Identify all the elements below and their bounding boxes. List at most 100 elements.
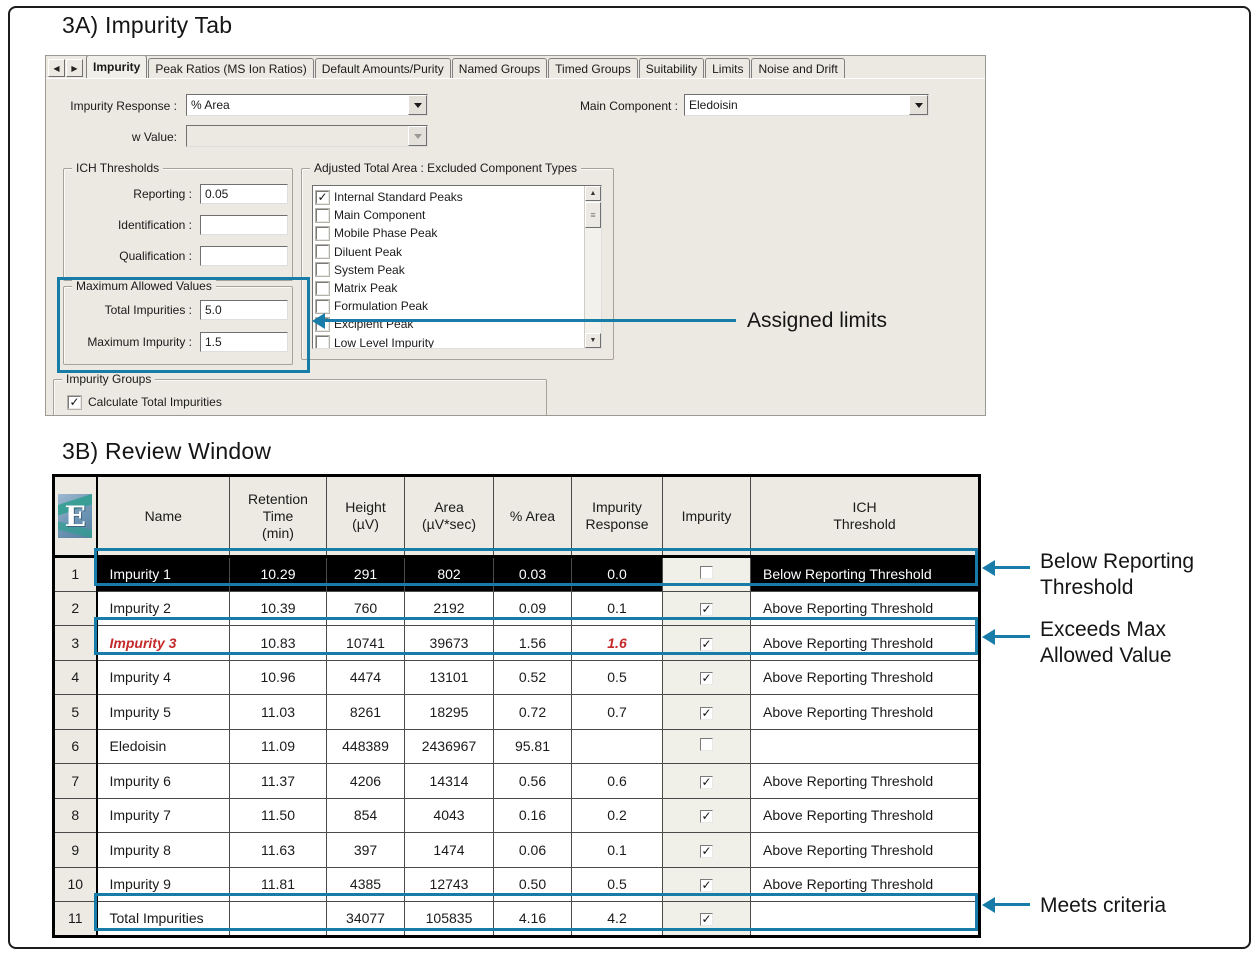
impurity-response-combo[interactable]: % Area <box>186 94 428 116</box>
ich-threshold-cell <box>750 728 980 764</box>
below-reporting-arrow-line <box>994 566 1030 569</box>
scroll-down-icon[interactable]: ▼ <box>585 333 601 348</box>
checkbox[interactable] <box>315 225 330 241</box>
retention-time-cell: 10.29 <box>229 556 327 592</box>
impurity-response-cell: 0.2 <box>571 797 663 833</box>
impurity-checkbox[interactable] <box>700 775 713 789</box>
row-number: 11 <box>53 901 98 937</box>
tab-scroll-left-button[interactable]: ◀ <box>48 59 65 77</box>
tab-named-groups[interactable]: Named Groups <box>451 58 548 78</box>
checkbox[interactable] <box>315 262 330 278</box>
ich-threshold-cell: Above Reporting Threshold <box>750 797 980 833</box>
total-impurities-field[interactable]: 5.0 <box>200 300 288 320</box>
table-row[interactable]: 11 Total Impurities 34077 105835 4.16 4.2 <box>53 901 980 937</box>
w-value-value <box>187 126 408 146</box>
list-item-matrix-peak[interactable]: Matrix Peak <box>315 279 584 297</box>
retention-time-cell: 10.96 <box>229 659 327 695</box>
list-item-main-component[interactable]: Main Component <box>315 206 584 224</box>
excluded-component-types-group: Adjusted Total Area : Excluded Component… <box>301 161 614 360</box>
chevron-down-icon[interactable] <box>408 95 427 115</box>
checkbox[interactable] <box>315 244 330 260</box>
checkbox[interactable] <box>315 298 330 314</box>
main-component-label: Main Component : <box>579 99 678 113</box>
tab-peak-ratios-ms-ion-ratios[interactable]: Peak Ratios (MS Ion Ratios) <box>148 58 314 78</box>
impurity-checkbox[interactable] <box>700 879 713 893</box>
impurity-checkbox[interactable] <box>700 566 713 580</box>
checkbox[interactable] <box>315 335 330 348</box>
excluded-component-types-title: Adjusted Total Area : Excluded Component… <box>310 161 582 175</box>
ich-threshold-cell: Above Reporting Threshold <box>750 625 980 661</box>
impurity-checkbox[interactable] <box>700 603 713 617</box>
list-item-internal-standard-peaks[interactable]: Internal Standard Peaks <box>315 188 584 206</box>
name-cell: Impurity 5 <box>96 694 230 730</box>
height-cell: 4474 <box>326 659 405 695</box>
checkbox[interactable] <box>315 189 330 205</box>
identification-field[interactable] <box>200 215 288 235</box>
list-item-label: Formulation Peak <box>334 299 429 314</box>
tab-suitability[interactable]: Suitability <box>638 58 705 78</box>
pct-area-cell: 95.81 <box>493 728 572 764</box>
table-corner-cell: E <box>53 475 98 558</box>
tab-impurity[interactable]: Impurity <box>86 56 148 78</box>
checkbox[interactable] <box>315 280 330 296</box>
ich-threshold-cell: Above Reporting Threshold <box>750 866 980 902</box>
impurity-checkbox[interactable] <box>700 844 713 858</box>
main-component-combo[interactable]: Eledoisin <box>684 94 929 116</box>
table-row[interactable]: 6 Eledoisin 11.09 448389 2436967 95.81 <box>53 728 980 764</box>
name-cell: Impurity 6 <box>96 763 230 799</box>
impurity-checkbox-cell <box>662 832 751 868</box>
height-cell: 854 <box>326 797 405 833</box>
table-row[interactable]: 1 Impurity 1 10.29 291 802 0.03 0.0 Below Repor… <box>53 556 980 592</box>
height-cell: 291 <box>326 556 405 592</box>
row-number: 7 <box>53 763 98 799</box>
name-cell: Impurity 9 <box>96 866 230 902</box>
impurity-checkbox[interactable] <box>700 913 713 927</box>
list-item-diluent-peak[interactable]: Diluent Peak <box>315 243 584 261</box>
tab-scroll-right-button[interactable]: ▶ <box>66 59 83 77</box>
impurity-checkbox[interactable] <box>700 738 713 752</box>
exceeds-max-annotation: Exceeds Max Allowed Value <box>1040 618 1172 667</box>
list-item-formulation-peak[interactable]: Formulation Peak <box>315 297 584 315</box>
total-impurities-label: Total Impurities : <box>104 303 192 317</box>
chevron-down-icon[interactable] <box>909 95 928 115</box>
calculate-total-impurities-checkbox[interactable] <box>67 394 82 410</box>
review-table-body: 1 Impurity 1 10.29 291 802 0.03 0.0 Below Repor… <box>53 556 980 937</box>
maximum-impurity-field[interactable]: 1.5 <box>200 332 288 352</box>
scroll-up-icon[interactable]: ▲ <box>585 186 601 201</box>
tab-noise-and-drift[interactable]: Noise and Drift <box>751 58 845 78</box>
impurity-checkbox[interactable] <box>700 706 713 720</box>
tab-timed-groups[interactable]: Timed Groups <box>548 58 638 78</box>
excluded-types-listbox[interactable]: Internal Standard Peaks Main Component Mob… <box>312 185 602 349</box>
scrollbar-thumb[interactable]: ≡ <box>585 202 601 228</box>
impurity-checkbox[interactable] <box>700 810 713 824</box>
qualification-field[interactable] <box>200 246 288 266</box>
impurity-response-cell: 0.5 <box>571 866 663 902</box>
assigned-limits-arrow-icon <box>312 313 325 329</box>
tab-limits[interactable]: Limits <box>705 58 751 78</box>
list-item-mobile-phase-peak[interactable]: Mobile Phase Peak <box>315 224 584 242</box>
impurity-checkbox[interactable] <box>700 672 713 686</box>
reporting-field[interactable]: 0.05 <box>200 184 288 204</box>
assigned-limits-annotation: Assigned limits <box>747 309 888 332</box>
checkbox[interactable] <box>315 207 330 223</box>
listbox-scrollbar[interactable]: ▲ ≡ ▼ <box>584 186 601 348</box>
impurity-checkbox-cell <box>662 659 751 695</box>
row-number: 6 <box>53 728 98 764</box>
ich-threshold-cell: Above Reporting Threshold <box>750 590 980 626</box>
pct-area-cell: 0.09 <box>493 590 572 626</box>
height-cell: 8261 <box>326 694 405 730</box>
list-item-system-peak[interactable]: System Peak <box>315 261 584 279</box>
tab-default-amounts-purity[interactable]: Default Amounts/Purity <box>314 58 451 78</box>
impurity-response-cell: 0.1 <box>571 832 663 868</box>
impurity-checkbox[interactable] <box>700 637 713 651</box>
list-item-low-level-impurity[interactable]: Low Level Impurity <box>315 334 584 348</box>
